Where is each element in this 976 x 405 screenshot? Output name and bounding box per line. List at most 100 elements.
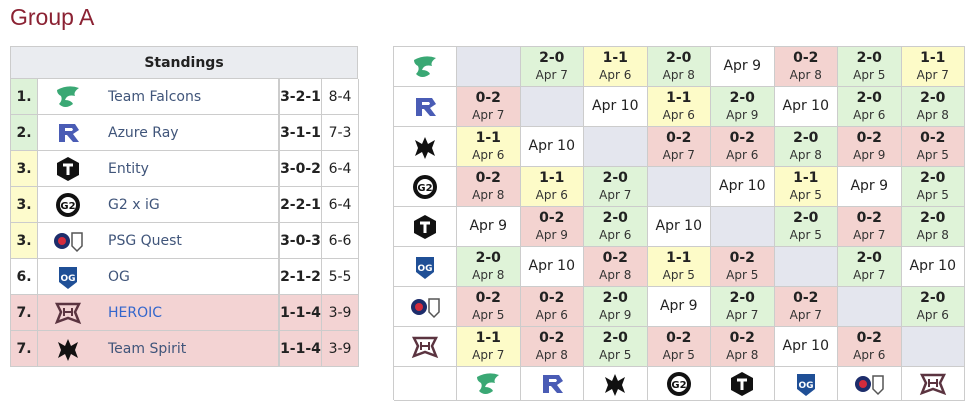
match-cell: 0-2 Apr 8 [711, 327, 775, 367]
logo-cell: G2 [38, 187, 98, 223]
maps: 7-3 [322, 115, 359, 151]
score: 2-0 [729, 89, 755, 106]
match-cell: 0-2 Apr 6 [520, 287, 584, 327]
team-name[interactable]: Team Falcons [98, 79, 279, 115]
match-cell: 1-1 Apr 6 [584, 47, 648, 87]
team-logo [411, 336, 439, 358]
match-cell: 2-0 Apr 6 [901, 287, 965, 327]
svg-text:OG: OG [417, 264, 432, 274]
match-cell: 1-1 Apr 6 [457, 127, 521, 167]
col-team [901, 367, 965, 401]
team-logo: G2 [413, 174, 437, 199]
record: 3-0-3 [279, 223, 322, 259]
date: Apr 7 [472, 107, 505, 122]
col-team [584, 367, 648, 401]
self-cell [647, 167, 711, 207]
date: Apr 9 [853, 147, 886, 162]
team-name[interactable]: Entity [98, 151, 279, 187]
standings-row: 2. Azure Ray 3-1-1 7-3 [10, 115, 359, 151]
team-name[interactable]: Azure Ray [98, 115, 279, 151]
date: Apr 10 [719, 178, 766, 194]
match-cell: 2-0 Apr 7 [711, 287, 775, 327]
col-team [711, 367, 775, 401]
date: Apr 6 [853, 107, 886, 122]
maps: 6-4 [322, 187, 359, 223]
self-cell [457, 47, 521, 87]
match-cell: 0-2 Apr 8 [584, 247, 648, 287]
score: 2-0 [602, 209, 628, 226]
match-cell: 0-2 Apr 8 [774, 47, 838, 87]
record: 3-2-1 [279, 79, 322, 115]
match-cell: Apr 9 [711, 47, 775, 87]
logo-cell [38, 331, 98, 367]
match-cell: 2-0 Apr 9 [711, 87, 775, 127]
team-logo [54, 302, 82, 324]
score: 0-2 [666, 329, 692, 346]
match-cell: Apr 10 [774, 327, 838, 367]
date: Apr 6 [916, 307, 949, 322]
team-logo: OG [59, 266, 77, 289]
score: 2-0 [602, 289, 628, 306]
score: 1-1 [666, 89, 692, 106]
match-cell: 2-0 Apr 8 [901, 207, 965, 247]
score: 1-1 [602, 49, 628, 66]
match-cell: 1-1 Apr 5 [647, 247, 711, 287]
team-logo [855, 374, 884, 395]
match-cell: Apr 10 [520, 247, 584, 287]
date: Apr 8 [789, 67, 822, 82]
date: Apr 5 [853, 67, 886, 82]
score: 0-2 [793, 49, 819, 66]
score: 0-2 [856, 209, 882, 226]
row-team [394, 47, 457, 87]
self-cell [711, 207, 775, 247]
date: Apr 10 [528, 138, 575, 154]
team-name[interactable]: HEROIC [98, 295, 279, 331]
logo-cell [38, 295, 98, 331]
date: Apr 8 [916, 227, 949, 242]
date: Apr 5 [662, 267, 695, 282]
match-cell: 0-2 Apr 8 [457, 167, 521, 207]
team-name[interactable]: G2 x iG [98, 187, 279, 223]
match-cell: 0-2 Apr 6 [838, 327, 902, 367]
date: Apr 6 [599, 227, 632, 242]
score: 1-1 [475, 329, 501, 346]
team-name[interactable]: Team Spirit [98, 331, 279, 367]
date: Apr 5 [789, 187, 822, 202]
match-cell: 0-2 Apr 7 [774, 287, 838, 327]
match-cell: 1-1 Apr 5 [774, 167, 838, 207]
self-cell [901, 327, 965, 367]
match-cell: 2-0 Apr 8 [901, 87, 965, 127]
match-cell: Apr 9 [457, 207, 521, 247]
logo-cell: OG [38, 259, 98, 295]
svg-text:G2: G2 [60, 201, 75, 212]
rank: 3. [11, 187, 38, 223]
date: Apr 7 [853, 227, 886, 242]
team-logo: G2 [666, 371, 691, 396]
date: Apr 9 [726, 107, 759, 122]
team-logo [58, 338, 78, 361]
standings-row: 3. Entity 3-0-2 6-4 [10, 151, 359, 187]
score: 2-0 [602, 169, 628, 186]
score: 2-0 [920, 89, 946, 106]
score: 0-2 [666, 129, 692, 146]
self-cell [838, 287, 902, 327]
date: Apr 9 [723, 58, 762, 74]
standings-row: 6. OG OG 2-1-2 5-5 [10, 259, 359, 295]
team-name[interactable]: PSG Quest [98, 223, 279, 259]
date: Apr 7 [726, 307, 759, 322]
date: Apr 8 [599, 267, 632, 282]
team-name[interactable]: OG [98, 259, 279, 295]
date: Apr 6 [535, 187, 568, 202]
score: 0-2 [475, 169, 501, 186]
score: 0-2 [539, 209, 565, 226]
date: Apr 5 [599, 347, 632, 362]
record: 2-1-2 [279, 259, 322, 295]
team-logo [57, 85, 79, 107]
score: 1-1 [475, 129, 501, 146]
match-cell: 2-0 Apr 6 [584, 207, 648, 247]
self-cell [520, 87, 584, 127]
score: 0-2 [856, 329, 882, 346]
row-team [394, 127, 457, 167]
match-cell: 2-0 Apr 7 [520, 47, 584, 87]
row-team [394, 287, 457, 327]
